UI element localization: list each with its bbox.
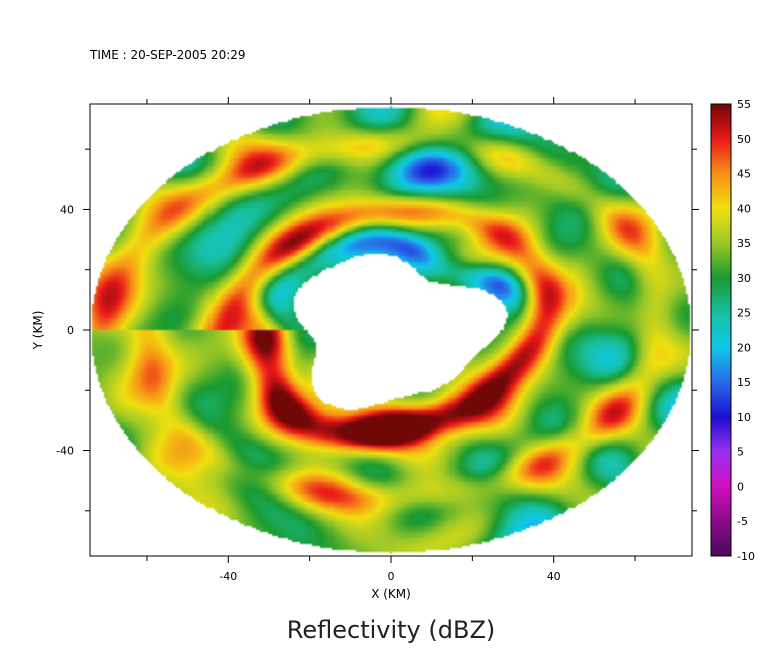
colorbar-label: 15 [737, 376, 751, 389]
y-tick-label: -40 [56, 445, 74, 458]
plot-area [83, 97, 699, 563]
colorbar-label: -10 [737, 550, 755, 563]
x-tick-label: -40 [219, 570, 237, 583]
colorbar-label: 25 [737, 307, 751, 320]
colorbar-label: 30 [737, 272, 751, 285]
colorbar-label: -5 [737, 515, 748, 528]
x-tick-label: 40 [547, 570, 561, 583]
colorbar-label: 50 [737, 133, 751, 146]
colorbar-label: 5 [737, 446, 744, 459]
colorbar-frame [710, 103, 732, 557]
colorbar-label: 45 [737, 168, 751, 181]
y-tick-labels: 40 0 -40 [56, 203, 74, 457]
colorbar-label: 0 [737, 480, 744, 493]
chart-title: Reflectivity (dBZ) [287, 616, 496, 644]
colorbar-label: 55 [737, 98, 751, 111]
reflectivity-field [90, 104, 692, 556]
y-axis-label: Y (KM) [31, 311, 45, 351]
y-tick-label: 40 [60, 203, 74, 216]
colorbar-label: 20 [737, 341, 751, 354]
x-axis-label: X (KM) [371, 587, 411, 601]
x-tick-label: 0 [388, 570, 395, 583]
colorbar-gradient [711, 104, 731, 556]
axis-ticks [83, 97, 699, 563]
colorbar-label: 10 [737, 411, 751, 424]
x-tick-labels: -40 0 40 [219, 570, 560, 583]
time-label: TIME : 20-SEP-2005 20:29 [89, 48, 246, 62]
colorbar-label: 40 [737, 202, 751, 215]
colorbar-label: 35 [737, 237, 751, 250]
y-tick-label: 0 [67, 324, 74, 337]
